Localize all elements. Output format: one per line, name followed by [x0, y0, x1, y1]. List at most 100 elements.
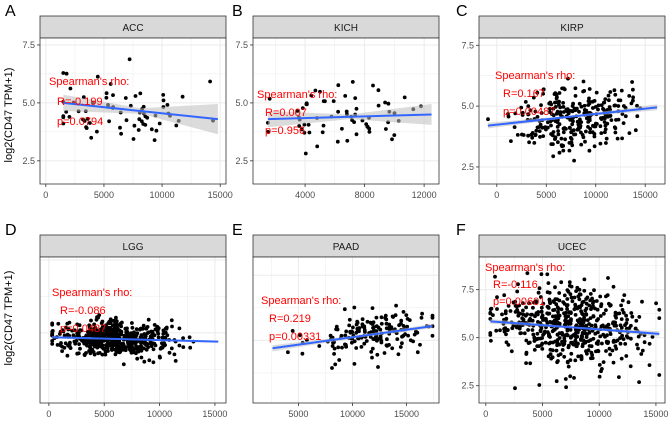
data-point — [576, 127, 581, 132]
data-point — [503, 326, 508, 331]
data-point — [607, 346, 612, 351]
data-point — [564, 385, 568, 390]
data-point — [397, 323, 401, 328]
annotation-title: Spearman's rho: — [52, 287, 132, 299]
data-point — [625, 317, 629, 322]
data-point — [181, 336, 186, 340]
gridlines — [253, 257, 439, 403]
data-point — [95, 345, 100, 350]
data-point — [374, 329, 379, 333]
data-point — [541, 318, 545, 322]
data-point — [565, 297, 570, 301]
data-point — [562, 336, 567, 341]
x-tick-label: 5000 — [288, 409, 308, 419]
data-point — [181, 345, 186, 349]
data-point — [375, 352, 380, 357]
confidence-band — [63, 94, 218, 135]
data-point — [572, 307, 577, 312]
data-point — [531, 95, 536, 100]
data-point — [588, 316, 593, 320]
data-point — [509, 139, 513, 144]
panels-group: A ACC 0 5000 10000 15000 2.5 5.0 7.5 Spearman's r… — [5, 3, 668, 419]
data-point — [563, 137, 567, 142]
data-point — [68, 86, 73, 91]
stat-annotation: Spearman's rho: R=-0.086 p=0.0487 — [52, 287, 132, 335]
data-point — [628, 364, 633, 369]
data-point — [331, 99, 336, 103]
data-point — [598, 124, 603, 129]
data-point — [559, 280, 564, 285]
data-point — [129, 348, 133, 353]
data-point — [591, 301, 595, 306]
data-point — [627, 131, 632, 136]
data-point — [563, 333, 568, 337]
data-point — [363, 330, 367, 334]
data-point — [587, 148, 592, 153]
data-point — [163, 326, 168, 331]
panel-lgg: D LGG 0 5000 10000 15000 Spearman's rho: R=-0.0… — [5, 222, 227, 419]
data-point — [151, 347, 156, 352]
data-point — [594, 90, 599, 95]
data-point — [390, 137, 394, 142]
y-tick-label: 2.5 — [461, 381, 474, 391]
data-point — [620, 308, 625, 312]
data-point — [524, 352, 529, 356]
data-point — [563, 377, 568, 381]
x-axis: 0 5000 10000 15000 — [43, 184, 233, 200]
data-point — [577, 304, 581, 309]
data-point — [172, 352, 177, 357]
regression-line — [63, 101, 218, 121]
data-point — [580, 300, 585, 305]
data-point — [613, 130, 618, 135]
data-point — [515, 289, 520, 294]
data-point — [370, 355, 374, 360]
data-point — [598, 294, 603, 299]
data-point — [556, 129, 560, 133]
data-point — [556, 315, 561, 319]
data-point — [152, 138, 157, 143]
data-point — [526, 328, 530, 332]
data-point — [556, 140, 560, 145]
data-point — [169, 318, 174, 323]
data-point — [634, 318, 639, 323]
data-point — [535, 337, 540, 341]
data-point — [65, 353, 70, 358]
facet-title: LGG — [122, 242, 143, 253]
data-point — [50, 339, 55, 343]
annotation-p: p=0.0794 — [57, 116, 103, 128]
data-point — [295, 109, 300, 114]
data-point — [379, 315, 384, 320]
data-point — [622, 104, 626, 108]
data-point — [180, 94, 185, 99]
data-point — [187, 335, 192, 340]
data-point — [526, 104, 531, 109]
panel-letter: E — [232, 222, 243, 239]
data-point — [96, 333, 101, 337]
data-point — [119, 131, 123, 136]
data-point — [143, 123, 148, 127]
data-point — [525, 312, 529, 317]
data-point — [630, 80, 634, 84]
data-point — [342, 307, 347, 312]
data-point — [152, 323, 157, 327]
panel-letter: D — [5, 222, 17, 239]
data-point — [313, 88, 318, 93]
data-point — [546, 281, 551, 285]
x-tick-label: 4000 — [295, 190, 315, 200]
data-point — [569, 335, 574, 339]
data-point — [556, 359, 560, 363]
data-point — [534, 312, 539, 317]
data-point — [642, 340, 647, 345]
data-point — [608, 352, 612, 357]
data-point — [93, 325, 98, 330]
panel-letter: F — [456, 222, 466, 239]
data-point — [102, 346, 107, 351]
data-point — [573, 302, 578, 307]
data-point — [376, 103, 381, 108]
data-point — [137, 117, 142, 122]
data-point — [596, 339, 601, 344]
annotation-title: Spearman's rho: — [49, 76, 129, 88]
y-tick-label: 5.0 — [235, 98, 248, 108]
data-point — [603, 334, 607, 339]
data-point — [540, 125, 545, 130]
